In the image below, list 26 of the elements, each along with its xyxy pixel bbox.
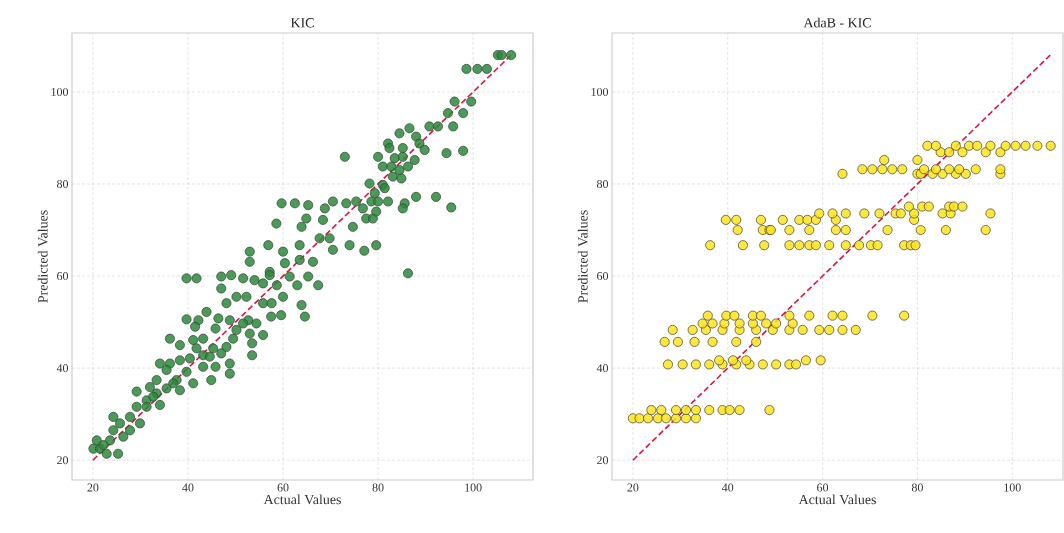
x-tick-label: 80 bbox=[372, 483, 384, 492]
chart-title: KIC bbox=[290, 18, 314, 28]
x-tick-label: 40 bbox=[721, 483, 734, 492]
y-tick-label: 20 bbox=[597, 456, 609, 465]
x-tick-label: 60 bbox=[817, 483, 829, 492]
y-tick-label: 80 bbox=[56, 179, 69, 189]
y-tick-label: 80 bbox=[596, 179, 609, 189]
x-axis-title: Actual Values bbox=[798, 494, 876, 505]
y-tick-label: 60 bbox=[597, 272, 609, 281]
y-tick-label: 20 bbox=[57, 456, 69, 465]
x-axis-title: Actual Values bbox=[263, 494, 341, 505]
x-tick-label: 100 bbox=[465, 483, 482, 492]
x-tick-label: 40 bbox=[182, 483, 194, 492]
x-tick-label: 60 bbox=[277, 483, 289, 492]
y-axis-title: Predicted Values bbox=[577, 210, 588, 303]
x-tick-label: 20 bbox=[87, 483, 99, 492]
y-tick-label: 40 bbox=[596, 364, 609, 373]
chart-title: AdaB - KIC bbox=[803, 17, 871, 28]
x-tick-label: 20 bbox=[627, 483, 639, 492]
y-tick-label: 100 bbox=[591, 87, 609, 96]
y-tick-label: 60 bbox=[57, 272, 69, 281]
y-tick-label: 40 bbox=[56, 364, 69, 373]
y-tick-label: 100 bbox=[51, 87, 69, 96]
x-tick-label: 100 bbox=[1004, 483, 1021, 492]
x-tick-label: 80 bbox=[911, 483, 923, 492]
y-axis-title: Predicted Values bbox=[37, 210, 48, 303]
